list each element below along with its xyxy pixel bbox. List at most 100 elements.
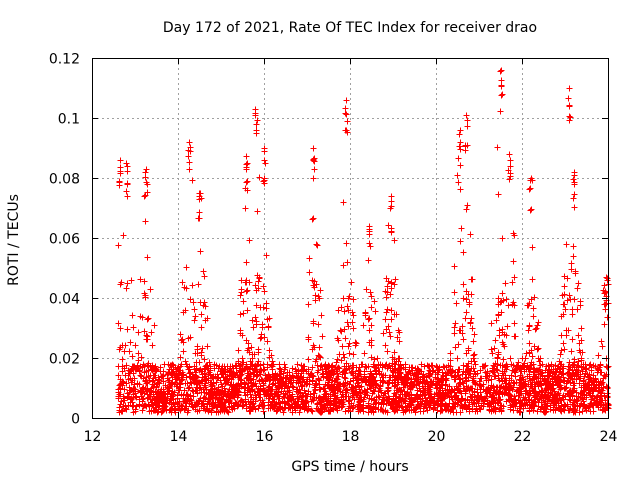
data-point [464, 142, 471, 149]
data-point [125, 370, 132, 377]
data-point [458, 390, 465, 397]
data-point [585, 404, 592, 411]
data-point [447, 408, 454, 415]
data-point [495, 301, 502, 308]
data-point [539, 392, 546, 399]
data-point [254, 361, 261, 368]
data-point [561, 283, 568, 290]
data-point [422, 397, 429, 404]
data-point [243, 179, 250, 186]
data-point [123, 285, 130, 292]
data-point [367, 289, 374, 296]
data-point [307, 391, 314, 398]
data-point [260, 380, 267, 387]
data-point [403, 393, 410, 400]
data-point [574, 285, 581, 292]
data-point [413, 381, 420, 388]
data-point [526, 322, 533, 329]
data-point [269, 381, 276, 388]
data-point [330, 398, 337, 405]
data-point [133, 365, 140, 372]
data-point [171, 406, 178, 413]
data-point [575, 363, 582, 370]
data-point [472, 361, 479, 368]
data-point [388, 228, 395, 235]
data-point [393, 311, 400, 318]
data-point [367, 385, 374, 392]
data-point [302, 397, 309, 404]
data-point [316, 408, 323, 415]
data-point [246, 279, 253, 286]
data-point [420, 408, 427, 415]
data-point [250, 398, 257, 405]
data-point [559, 370, 566, 377]
data-point [210, 402, 217, 409]
data-point [289, 391, 296, 398]
data-point [143, 166, 150, 173]
data-point [545, 367, 552, 374]
data-point [494, 144, 501, 151]
data-point [495, 311, 502, 318]
data-point [508, 397, 515, 404]
data-point [256, 174, 263, 181]
data-point [557, 351, 564, 358]
data-point [312, 297, 319, 304]
data-point [344, 303, 351, 310]
y-axis-label: ROTI / TECUs [6, 194, 22, 286]
data-point [507, 157, 514, 164]
data-point [541, 405, 548, 412]
data-point [129, 399, 136, 406]
data-point [350, 404, 357, 411]
data-point [197, 299, 204, 306]
data-point [562, 306, 569, 313]
data-point [196, 397, 203, 404]
data-point [244, 178, 251, 185]
data-point [562, 385, 569, 392]
data-point [140, 384, 147, 391]
data-point [319, 333, 326, 340]
data-point [305, 406, 312, 413]
data-point [555, 382, 562, 389]
data-point [560, 301, 567, 308]
data-point [460, 249, 467, 256]
data-point [552, 369, 559, 376]
data-point [168, 380, 175, 387]
data-point [494, 367, 501, 374]
data-point [329, 362, 336, 369]
data-point [510, 407, 517, 414]
data-point [345, 307, 352, 314]
data-point [367, 243, 374, 250]
data-point [464, 363, 471, 370]
data-point [140, 375, 147, 382]
data-point [338, 394, 345, 401]
data-point [270, 380, 277, 387]
data-point [497, 68, 504, 75]
data-point [578, 325, 585, 332]
data-point [186, 159, 193, 166]
data-point [386, 329, 393, 336]
data-point [249, 317, 256, 324]
data-point [212, 373, 219, 380]
y-tick-label: 0 [71, 412, 80, 428]
data-point [334, 379, 341, 386]
data-point [566, 366, 573, 373]
data-point [552, 379, 559, 386]
data-point [447, 357, 454, 364]
data-point [140, 361, 147, 368]
data-point [260, 408, 267, 415]
data-point [538, 370, 545, 377]
data-point [564, 297, 571, 304]
data-point [281, 383, 288, 390]
data-point [201, 273, 208, 280]
data-point [599, 387, 606, 394]
data-point [396, 338, 403, 345]
y-tick-label: 0.02 [49, 352, 80, 368]
data-point [571, 181, 578, 188]
data-point [460, 336, 467, 343]
data-point [332, 390, 339, 397]
data-point [595, 352, 602, 359]
data-point [253, 302, 260, 309]
data-point [135, 329, 142, 336]
data-point [577, 298, 584, 305]
data-point [315, 352, 322, 359]
